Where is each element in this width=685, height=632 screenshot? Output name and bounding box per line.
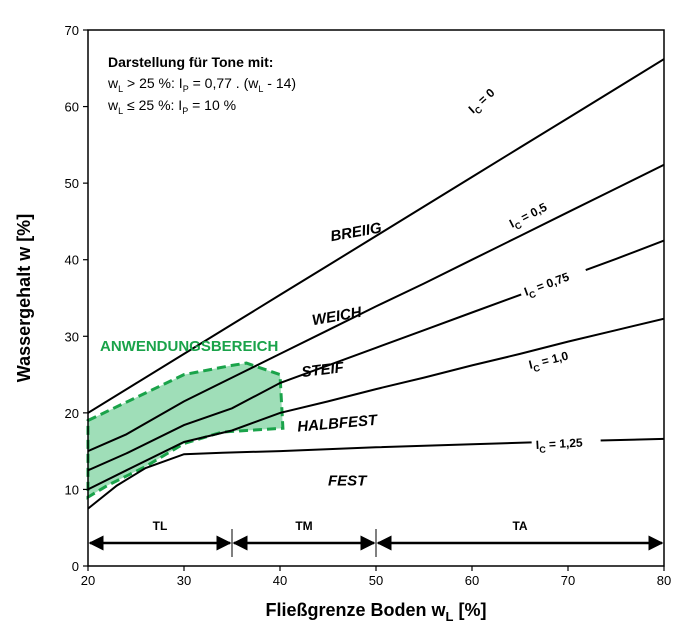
x-tick-label: 50 — [369, 573, 383, 588]
zone-label-breiig: BREIIG — [329, 219, 383, 245]
y-tick-label: 20 — [65, 406, 79, 421]
y-tick-label: 40 — [65, 253, 79, 268]
note-line-1: wL > 25 %: IP = 0,77 . (wL - 14) — [107, 75, 296, 94]
curve-ic-1 — [88, 163, 664, 453]
y-tick-label: 10 — [65, 482, 79, 497]
x-tick-label: 30 — [177, 573, 191, 588]
application-region — [86, 361, 285, 500]
x-tick-label: 40 — [273, 573, 287, 588]
x-tick-label: 70 — [561, 573, 575, 588]
y-axis-title: Wassergehalt w [%] — [14, 214, 34, 382]
range-label-ta: TA — [512, 519, 527, 533]
soil-type-ranges: TL TM TA — [88, 519, 664, 558]
range-label-tm: TM — [295, 519, 312, 533]
zone-label-fest: FEST — [328, 473, 368, 490]
curve-label-bg — [502, 190, 566, 234]
y-tick-label: 60 — [65, 100, 79, 115]
consistency-curves — [88, 58, 664, 510]
x-tick-label: 20 — [81, 573, 95, 588]
zone-label-steif: STEIF — [301, 359, 346, 381]
curve-ic-0 — [88, 58, 664, 414]
y-tick-label: 50 — [65, 176, 79, 191]
x-tick-label: 80 — [657, 573, 671, 588]
range-label-tl: TL — [153, 519, 168, 533]
x-axis-title: Fließgrenze Boden wL [%] — [266, 600, 487, 624]
curve-label-bg — [461, 74, 509, 120]
zone-label-halbfest: HALBFEST — [297, 412, 380, 436]
application-region-label: ANWENDUNGSBEREICH — [100, 338, 278, 355]
note-line-2: wL ≤ 25 %: IP = 10 % — [107, 97, 236, 116]
curve-label-ic-4: IC = 1,25 — [535, 436, 583, 455]
curve-ic-3 — [88, 317, 664, 491]
note-title: Darstellung für Tone mit: — [108, 54, 273, 70]
application-region-area — [86, 361, 285, 500]
y-tick-label: 30 — [65, 329, 79, 344]
axes: 20 30 40 50 60 70 80 0 10 20 30 40 50 60 70 Fließgrenze… — [14, 23, 671, 624]
curve-label-bg — [522, 342, 588, 374]
curve-label-bg — [517, 261, 589, 302]
y-tick-label: 0 — [72, 559, 79, 574]
curve-ic-4 — [88, 437, 664, 510]
x-tick-label: 60 — [465, 573, 479, 588]
y-tick-label: 70 — [65, 23, 79, 38]
curve-label-bg — [531, 432, 602, 454]
